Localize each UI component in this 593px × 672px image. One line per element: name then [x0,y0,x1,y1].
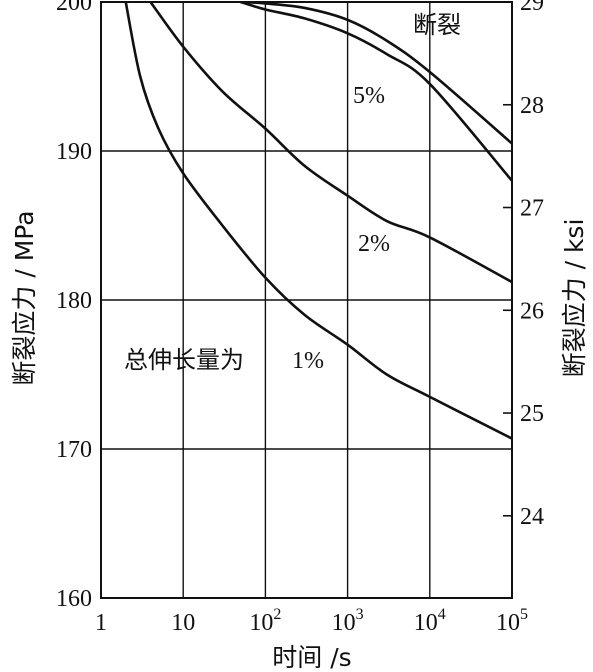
x-tick-label: 103 [332,606,364,636]
series-line-one [124,2,512,440]
y-left-tick-labels: 160 170 180 190 200 [56,0,92,612]
grid [101,2,512,598]
x-tick-label: 10 [171,610,195,636]
x-axis-label: 时间 /s [272,643,351,672]
series-line-five [239,2,512,183]
series-line-two [149,2,512,284]
y-right-tick-label: 27 [520,196,544,222]
y-left-tick-label: 170 [56,437,92,463]
x-tick-label: 105 [496,606,528,636]
one-percent-prefix: 总伸长量为 [124,346,244,374]
series-group [124,2,512,440]
y-right-ticks: 24 25 26 27 28 29 [503,0,544,530]
rupture-label: 断裂 [413,11,461,39]
y-right-tick-label: 24 [520,504,544,530]
one-percent-value: 1% [292,348,324,374]
y-left-tick-label: 190 [56,139,92,165]
y-right-tick-label: 26 [520,298,544,324]
y-axis-left-label: 断裂应力 / MPa [10,210,39,385]
x-tick-label: 102 [249,606,281,636]
y-right-tick-label: 29 [520,0,544,16]
series-line-rupture [242,2,512,145]
y-left-tick-label: 200 [56,0,92,16]
y-right-tick-label: 25 [520,401,544,427]
five-percent-label: 5% [353,83,385,109]
x-tick-label: 104 [414,606,446,636]
plot-frame [100,1,513,599]
x-tick-labels: 1 10 102 103 104 105 [95,606,528,636]
y-right-tick-label: 28 [520,93,544,119]
y-left-tick-label: 160 [56,586,92,612]
y-left-tick-label: 180 [56,288,92,314]
y-axis-right-label: 断裂应力 / ksi [560,219,589,378]
x-tick-label: 1 [95,610,107,636]
two-percent-label: 2% [358,231,390,257]
